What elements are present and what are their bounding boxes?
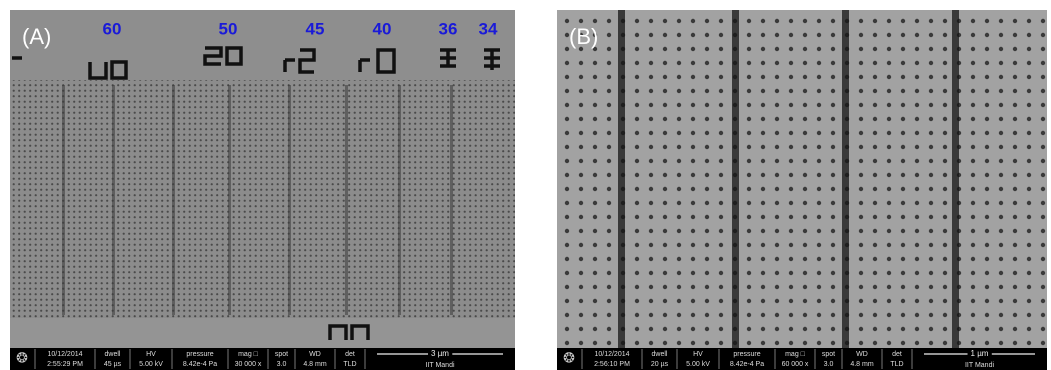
scale-label: 1 µm	[971, 349, 989, 358]
icon: ❂	[563, 350, 575, 366]
info-text: 4.8 mm	[850, 361, 874, 368]
column-marker: 50	[219, 19, 238, 38]
sem-image-b	[557, 10, 1047, 348]
info-text: 8.42e-4 Pa	[183, 361, 217, 368]
info-text: 30 000 x	[235, 361, 262, 368]
info-text: HV	[693, 351, 703, 358]
info-text: 20 µs	[651, 361, 669, 368]
column-marker: 60	[103, 19, 122, 38]
column-marker: 34	[479, 19, 498, 38]
institute: IIT Mandi	[965, 362, 994, 369]
info-text: 3.0	[277, 361, 287, 368]
info-text: 2:56:10 PM	[594, 361, 630, 368]
info-text: 3.0	[824, 361, 834, 368]
panel-label: (B)	[569, 24, 598, 49]
panel-label: (A)	[22, 24, 51, 49]
column-marker: 40	[373, 19, 392, 38]
column-marker: 45	[306, 19, 325, 38]
scale-label: 3 µm	[431, 349, 449, 358]
info-text: TLD	[890, 361, 903, 368]
info-text: dwell	[105, 351, 121, 358]
info-text: HV	[146, 351, 156, 358]
icon: ❂	[16, 350, 28, 366]
info-text: 45 µs	[104, 361, 122, 368]
info-text: spot	[275, 351, 288, 358]
info-text: mag □	[785, 351, 806, 358]
info-text: 4.8 mm	[303, 361, 327, 368]
info-text: 5.00 kV	[686, 361, 710, 368]
info-text: 5.00 kV	[139, 361, 163, 368]
info-text: WD	[309, 351, 321, 358]
info-text: det	[345, 351, 355, 358]
info-text: pressure	[186, 351, 213, 358]
info-text: TLD	[343, 361, 356, 368]
info-text: mag □	[238, 351, 259, 358]
info-text: 60 000 x	[782, 361, 809, 368]
info-text: dwell	[652, 351, 668, 358]
institute: IIT Mandi	[425, 362, 454, 369]
figure: (A) 60 50 45 40 36 34 ❂ 10/12/2014 2:55:29 PM dwel…	[0, 0, 1051, 370]
info-text: spot	[822, 351, 835, 358]
info-text: WD	[856, 351, 868, 358]
info-text: 8.42e-4 Pa	[730, 361, 764, 368]
info-text: pressure	[733, 351, 760, 358]
info-text: det	[892, 351, 902, 358]
info-text: 2:55:29 PM	[47, 361, 83, 368]
column-marker: 36	[439, 19, 458, 38]
info-text: 10/12/2014	[47, 351, 82, 358]
info-text: 10/12/2014	[594, 351, 629, 358]
sem-image-a	[10, 10, 515, 348]
